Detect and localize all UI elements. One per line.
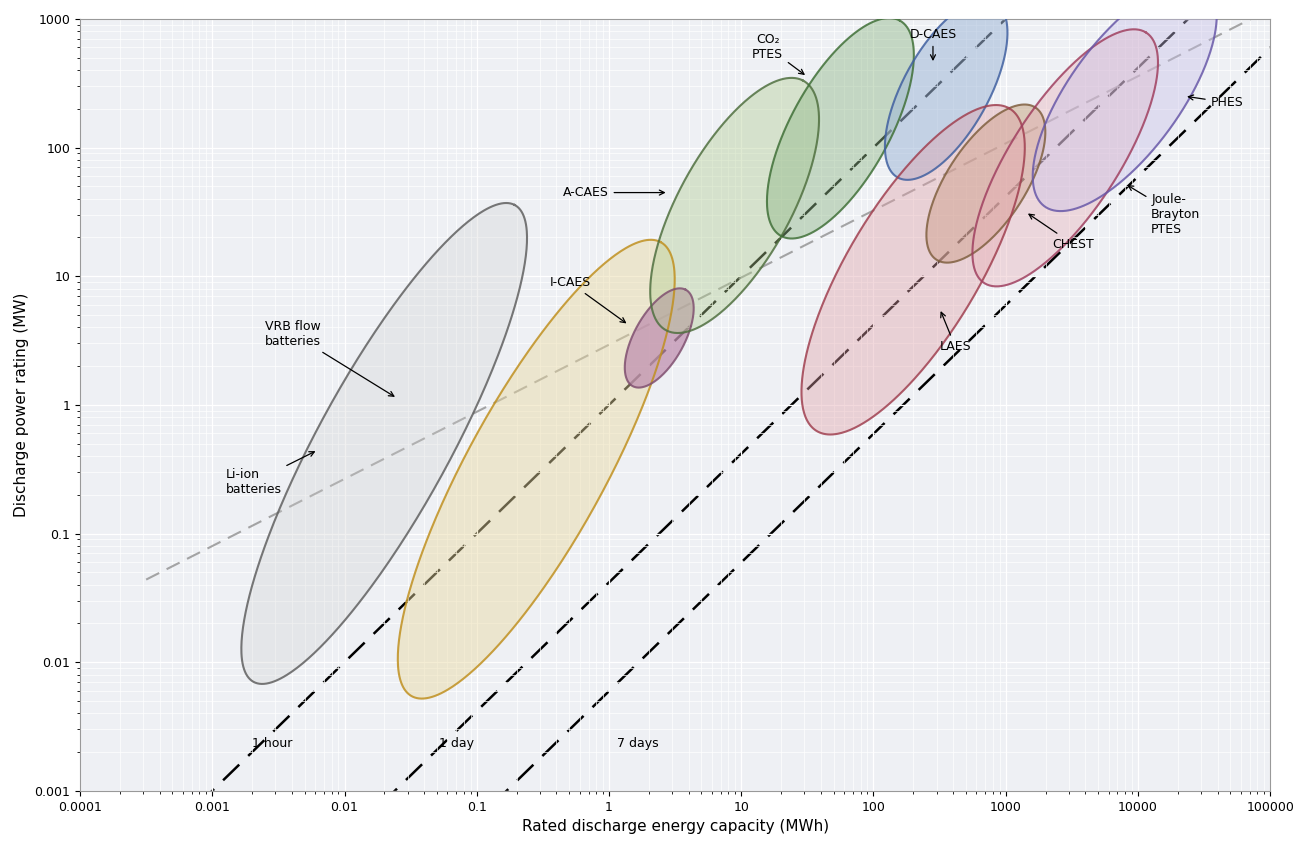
Text: PHES: PHES (1189, 95, 1244, 109)
Text: A-CAES: A-CAES (562, 186, 664, 199)
Polygon shape (926, 104, 1045, 263)
Text: CHEST: CHEST (1029, 215, 1093, 250)
Y-axis label: Discharge power rating (MW): Discharge power rating (MW) (14, 293, 29, 517)
Polygon shape (398, 240, 675, 699)
Text: CO₂
PTES: CO₂ PTES (752, 33, 804, 75)
Text: VRB flow
batteries: VRB flow batteries (266, 320, 394, 396)
Polygon shape (242, 203, 527, 683)
Text: I-CAES: I-CAES (549, 276, 625, 322)
Text: Li-ion
batteries: Li-ion batteries (225, 452, 314, 496)
Polygon shape (1033, 0, 1216, 211)
Text: 7 days: 7 days (617, 737, 659, 750)
Polygon shape (766, 18, 914, 238)
X-axis label: Rated discharge energy capacity (MWh): Rated discharge energy capacity (MWh) (522, 819, 829, 834)
Polygon shape (625, 288, 693, 388)
Polygon shape (802, 105, 1024, 434)
Polygon shape (886, 0, 1007, 180)
Polygon shape (972, 30, 1158, 287)
Text: Joule-
Brayton
PTES: Joule- Brayton PTES (1129, 186, 1201, 236)
Text: D-CAES: D-CAES (909, 28, 956, 59)
Text: 1 day: 1 day (439, 737, 475, 750)
Polygon shape (650, 78, 819, 333)
Text: LAES: LAES (939, 312, 972, 354)
Text: 1 hour: 1 hour (251, 737, 292, 750)
